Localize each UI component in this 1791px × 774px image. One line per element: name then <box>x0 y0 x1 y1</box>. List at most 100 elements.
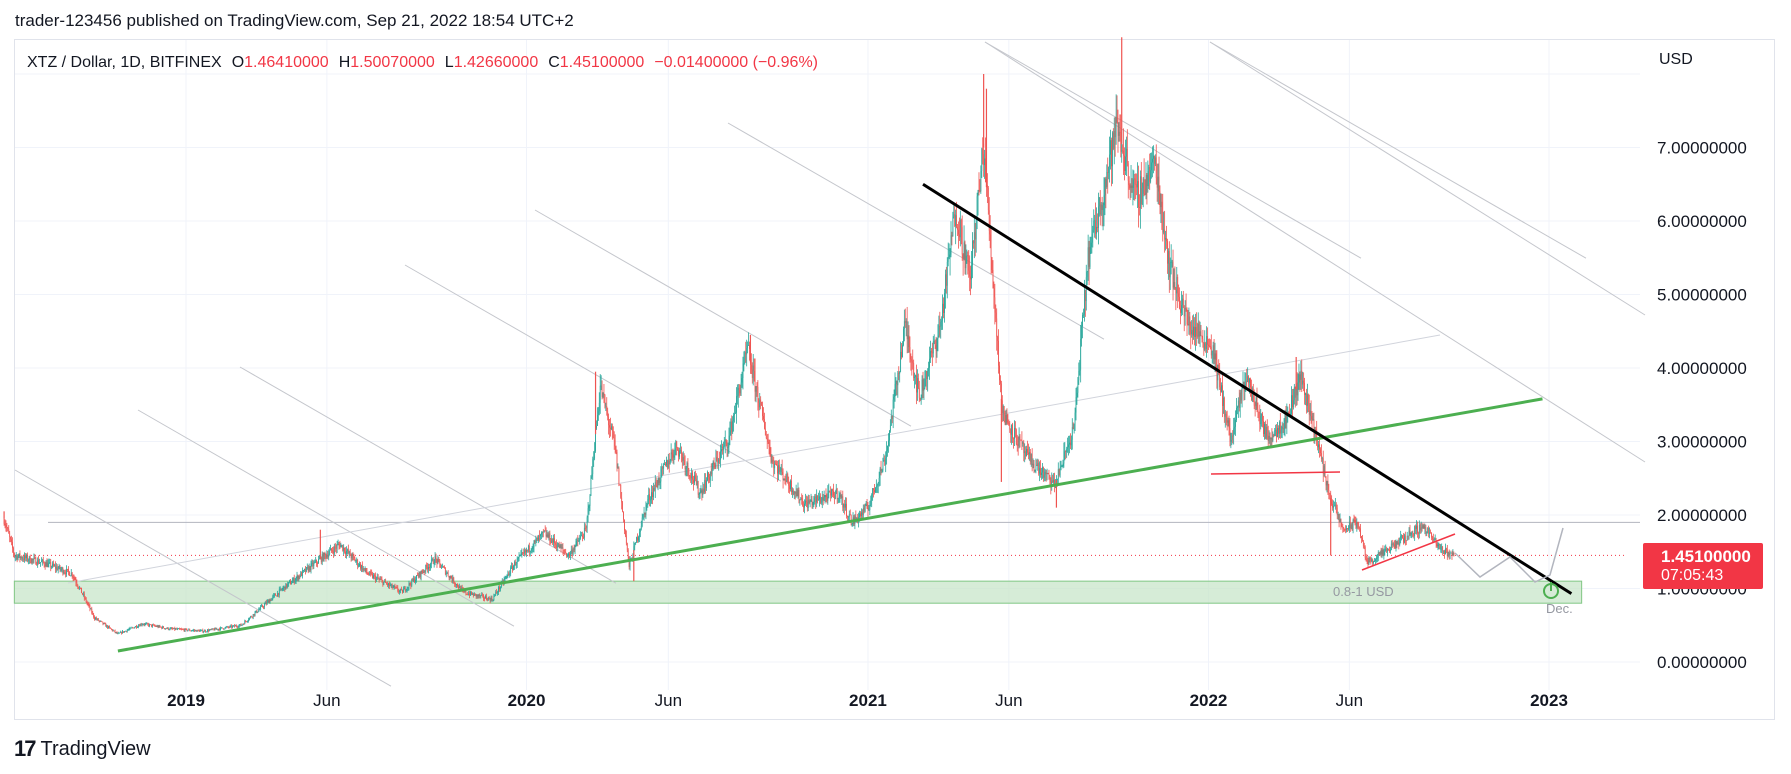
candle-body <box>377 577 379 579</box>
candle-body <box>1161 201 1163 214</box>
candle-body <box>85 598 87 603</box>
candle-body <box>1354 519 1356 523</box>
candle-body <box>413 578 415 581</box>
candle-body <box>601 385 603 397</box>
candle-body <box>409 583 411 585</box>
candle-body <box>672 454 674 458</box>
candle-body <box>1347 528 1348 530</box>
candle-body <box>140 624 142 626</box>
candle-body <box>727 447 729 448</box>
candle-body <box>1369 558 1371 560</box>
candle-body <box>444 567 445 569</box>
candle-body <box>119 632 121 634</box>
candle-body <box>301 572 303 576</box>
candle-body <box>47 563 49 567</box>
candle-body <box>598 402 600 412</box>
candle-body <box>1274 430 1276 436</box>
candle-body <box>1110 140 1111 155</box>
footer-brand[interactable]: 17 TradingView <box>14 736 151 762</box>
candle-body <box>1066 448 1068 452</box>
candle-body <box>532 547 534 549</box>
candle-body <box>733 415 735 421</box>
candle-body <box>310 563 312 571</box>
candle-body <box>937 335 939 339</box>
candle-body <box>893 396 895 400</box>
candle-body <box>1259 413 1261 425</box>
candle-body <box>39 562 40 564</box>
candle-body <box>1162 213 1164 233</box>
candle-body <box>555 543 556 545</box>
candle-body <box>408 583 410 588</box>
candle-body <box>1404 535 1406 541</box>
candle-body <box>567 555 568 557</box>
currency-label[interactable]: USD <box>1659 51 1693 68</box>
candle-body <box>1255 397 1257 406</box>
candle-body <box>1442 546 1444 552</box>
candle-body <box>982 148 984 155</box>
candle-body <box>819 496 821 503</box>
trendlines <box>117 182 1573 653</box>
candle-body <box>1024 451 1026 454</box>
candle-body <box>1195 327 1197 336</box>
candle-body <box>110 628 112 630</box>
candle-body <box>1045 471 1047 474</box>
candle-body <box>1403 538 1404 543</box>
support-trendline <box>117 397 1543 653</box>
candle-body <box>149 624 151 626</box>
candle-body <box>1327 481 1329 491</box>
candle-body <box>379 579 381 581</box>
candle-body <box>147 623 149 625</box>
candle-body <box>457 584 458 587</box>
candle-body <box>586 517 588 529</box>
candle-body <box>488 597 490 599</box>
candle-body <box>767 438 769 442</box>
candle-body <box>253 614 255 616</box>
candle-body <box>282 588 284 590</box>
candle-body <box>1077 380 1079 393</box>
candle-body <box>455 583 457 586</box>
candle-body <box>604 394 606 407</box>
candle-body <box>37 559 39 565</box>
candle-body <box>1111 132 1113 167</box>
candle-body <box>622 502 624 512</box>
candle-body <box>734 413 735 416</box>
candle-body <box>931 351 932 353</box>
candle-body <box>487 597 489 601</box>
candle-body <box>1164 229 1166 240</box>
candle-body <box>596 425 597 429</box>
candle-body <box>976 196 978 220</box>
candle-body <box>778 465 779 474</box>
candle-body <box>1334 505 1335 507</box>
candle-body <box>1219 370 1221 388</box>
candle-body <box>53 563 54 566</box>
candle-body <box>475 593 477 597</box>
candle-body <box>939 325 941 327</box>
symbol-label[interactable]: XTZ / Dollar, 1D, BITFINEX <box>27 54 222 71</box>
candle-body <box>486 596 487 600</box>
candle-body <box>499 587 500 590</box>
candle-body <box>350 555 352 559</box>
chart-frame[interactable] <box>14 39 1775 720</box>
candle-body <box>1136 184 1138 188</box>
candle-body <box>585 527 587 529</box>
candle-body <box>1194 326 1195 338</box>
candle-body <box>204 630 206 632</box>
candle-body <box>387 583 388 586</box>
candle-body <box>1420 527 1422 531</box>
candle-body <box>206 631 207 633</box>
candle-body <box>1121 150 1123 152</box>
candle-body <box>1114 130 1116 138</box>
candle-body <box>254 612 256 616</box>
candle-body <box>469 593 471 596</box>
candle-body <box>418 572 420 577</box>
candle-body <box>416 575 418 576</box>
candle-body <box>375 577 377 581</box>
candle-body <box>944 293 945 313</box>
candle-body <box>903 321 905 329</box>
candle-body <box>1155 157 1157 179</box>
candle-body <box>397 587 399 591</box>
candle-body <box>259 608 261 610</box>
candle-body <box>145 623 147 625</box>
candle-body <box>1413 533 1415 537</box>
